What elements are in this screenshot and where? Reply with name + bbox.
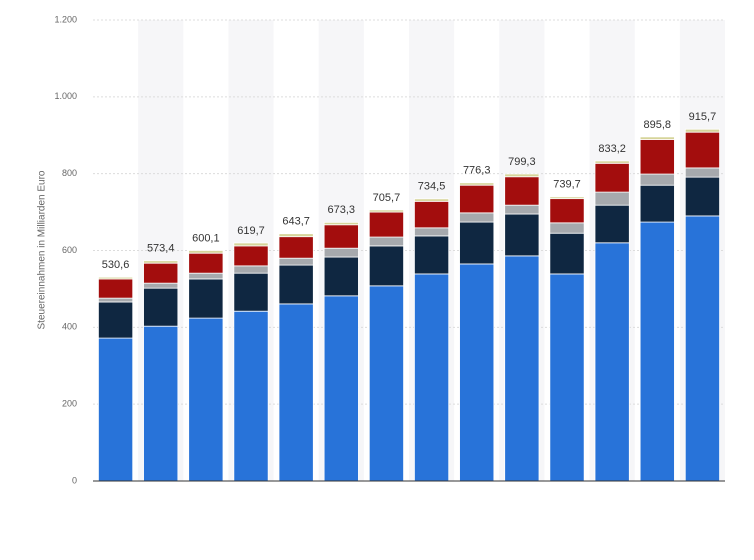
bar-segment: [368, 245, 404, 287]
bar-segment: [684, 128, 720, 133]
bar-segment: [143, 262, 179, 284]
bar-segment: [368, 209, 404, 213]
bar-segment: [143, 260, 179, 264]
bar-segment: [549, 273, 585, 482]
bar-segment: [639, 221, 675, 482]
bar-segment: [233, 265, 269, 274]
bar-segment: [594, 242, 630, 482]
bar-segment: [143, 287, 179, 327]
bar-segment: [504, 255, 540, 482]
y-axis-label: Steuereinnahmen in Milliarden Euro: [37, 170, 48, 329]
bar-segment: [684, 131, 720, 169]
bar-segment: [459, 184, 495, 214]
bar-segment: [323, 221, 359, 226]
bar-segment: [459, 263, 495, 482]
bar-segment: [549, 232, 585, 275]
y-tick-label: 800: [62, 168, 77, 178]
total-label: 643,7: [282, 216, 310, 228]
bar-segment: [323, 247, 359, 258]
bar-segment: [368, 285, 404, 482]
total-label: 739,7: [553, 179, 581, 191]
y-tick-label: 600: [62, 245, 77, 255]
y-tick-label: 400: [62, 322, 77, 332]
bar-segment: [278, 236, 314, 259]
y-tick-label: 1.000: [54, 91, 77, 101]
y-tick-label: 0: [72, 475, 77, 485]
bar-segment: [594, 204, 630, 244]
bar-segment: [684, 176, 720, 217]
total-label: 915,7: [689, 111, 717, 123]
bar-segment: [459, 212, 495, 223]
bar-segment: [188, 317, 224, 482]
total-label: 573,4: [147, 243, 175, 255]
bar-segment: [188, 252, 224, 274]
bar-segment: [323, 256, 359, 297]
bar-segment: [594, 160, 630, 164]
bar-segment: [278, 264, 314, 305]
total-label: 673,3: [328, 204, 356, 216]
bar-segment: [368, 211, 404, 238]
bar-segment: [414, 200, 450, 229]
bar-segment: [278, 233, 314, 238]
bar-segment: [233, 272, 269, 312]
bar-segment: [414, 235, 450, 275]
bar-segment: [504, 176, 540, 206]
total-label: 833,2: [598, 143, 626, 155]
bar-segment: [639, 173, 675, 186]
bar-segment: [549, 198, 585, 224]
bar-segment: [639, 136, 675, 140]
bar-segment: [98, 278, 134, 299]
bar-segment: [549, 196, 585, 200]
bar-segment: [504, 204, 540, 215]
total-label: 705,7: [373, 192, 401, 204]
bar-segment: [459, 182, 495, 186]
total-label: 776,3: [463, 165, 491, 177]
total-label: 619,7: [237, 225, 265, 237]
bar-segment: [594, 162, 630, 193]
bar-segment: [639, 184, 675, 223]
bar-segment: [323, 224, 359, 249]
bar-segment: [549, 222, 585, 234]
bar-segment: [98, 276, 134, 280]
bar-segment: [639, 139, 675, 175]
bar-segment: [98, 337, 134, 482]
bar-segment: [323, 295, 359, 482]
total-label: 530,6: [102, 259, 130, 271]
bar-segment: [143, 282, 179, 289]
y-tick-label: 1.200: [54, 14, 77, 24]
bar-segment: [188, 278, 224, 319]
bar-segment: [233, 245, 269, 267]
bar-segment: [278, 257, 314, 266]
bar-segment: [414, 273, 450, 482]
bar-segment: [684, 167, 720, 178]
bar-segment: [414, 198, 450, 202]
total-label: 895,8: [644, 119, 672, 131]
bar-segment: [504, 213, 540, 257]
bar-segment: [188, 272, 224, 280]
bar-segment: [594, 191, 630, 206]
bar-segment: [684, 215, 720, 482]
bar-segment: [504, 173, 540, 178]
bar-segment: [459, 221, 495, 265]
bar-segment: [233, 242, 269, 247]
bar-segment: [98, 301, 134, 339]
bar-segment: [368, 236, 404, 247]
y-tick-label: 200: [62, 399, 77, 409]
bar-segment: [188, 250, 224, 254]
bar-segment: [98, 297, 134, 303]
total-label: 799,3: [508, 156, 536, 168]
bar-segment: [278, 303, 314, 482]
total-label: 734,5: [418, 181, 446, 193]
bar-segment: [233, 310, 269, 482]
total-label: 600,1: [192, 232, 220, 244]
bar-segment: [414, 227, 450, 237]
bar-segment: [143, 325, 179, 482]
